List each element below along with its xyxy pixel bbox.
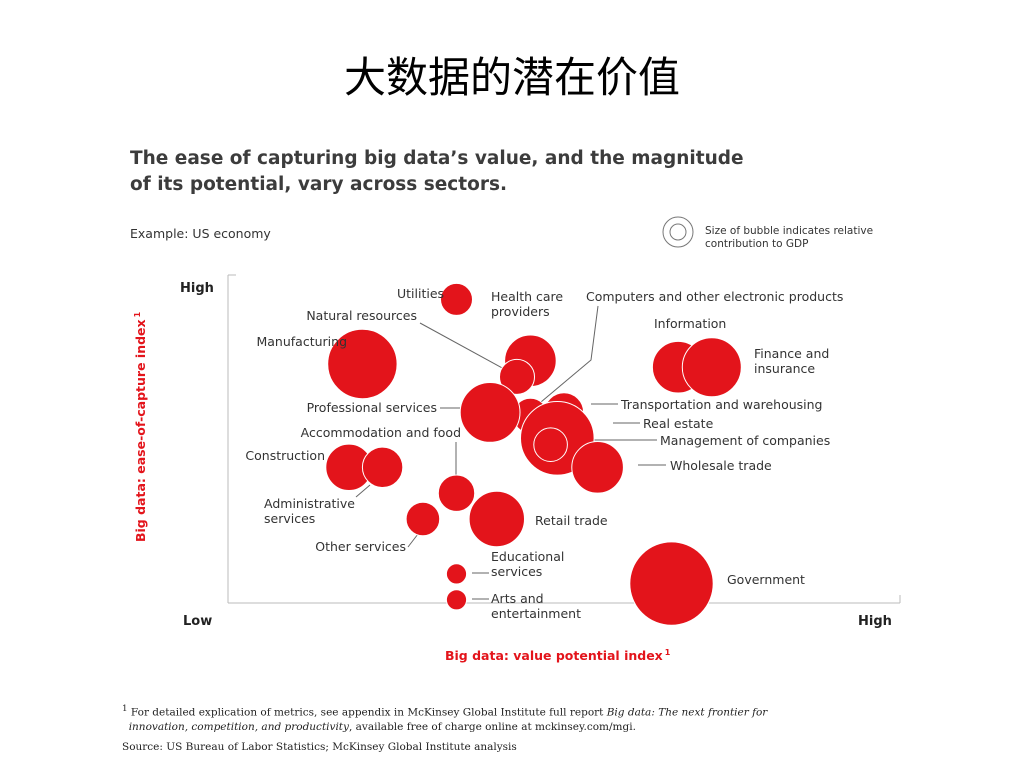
headline-line-2: of its potential, vary across sectors. [130,174,507,195]
headline-line-1: The ease of capturing big data’s value, … [130,148,744,169]
bubble-natural-resources [499,358,535,395]
bubble-finance-and-insurance [681,337,742,398]
label-other-services-19: Other services [315,539,406,554]
label-finance-and-7: Finance and [754,346,829,361]
bubbles [325,282,742,626]
label-information-6: Information [654,316,726,331]
label-transportation-and-warehousing-10: Transportation and warehousing [620,397,823,412]
label-wholesale-trade-15: Wholesale trade [670,458,772,473]
label-professional-services-9: Professional services [307,400,437,415]
label-services-17: services [264,511,315,526]
bubble-note-line-1: Size of bubble indicates relative [705,225,874,237]
bubble-administrative-services [437,474,476,512]
bubble-management-of-companies [533,427,568,463]
footnote-line-2: innovation, competition, and productivit… [128,720,636,733]
label-providers-2: providers [491,304,550,319]
bubble-accommodation-and-food [361,446,404,488]
leader-line-8 [355,484,371,498]
chart-headline: The ease of capturing big data’s value, … [130,146,744,198]
label-computers-and-other-electronic-products-4: Computers and other electronic products [586,289,843,304]
label-real-estate-11: Real estate [643,416,714,431]
label-retail-trade-18: Retail trade [535,513,608,528]
label-services-21: services [491,564,542,579]
footnote: 1 For detailed explication of metrics, s… [122,702,912,754]
source-note: Source: US Bureau of Labor Statistics; M… [122,740,517,753]
bubble-manufacturing [327,328,398,400]
bubble-retail-trade [468,490,525,548]
bubble-educational-services [445,563,468,585]
leader-lines [355,305,666,600]
bubble-professional-services [459,382,521,443]
label-administrative-16: Administrative [264,496,355,511]
example-note: Example: US economy [130,226,271,241]
bubble-arts-and-entertainment [445,589,468,611]
leader-line-1 [540,305,599,403]
bubble-note-line-2: contribution to GDP [705,238,809,250]
footnote-line-1: 1 For detailed explication of metrics, s… [122,704,768,719]
leader-line-0 [419,322,516,376]
legend-bubble-outer [662,216,694,248]
label-entertainment-24: entertainment [491,606,581,621]
label-manufacturing-5: Manufacturing [256,334,347,349]
y-axis-high-label: High [180,281,214,296]
label-educational-20: Educational [491,549,564,564]
bubble-wholesale-trade [571,441,624,494]
label-management-of-companies-13: Management of companies [660,433,830,448]
label-accommodation-and-food-12: Accommodation and food [301,425,461,440]
label-utilities-0: Utilities [397,286,444,301]
label-insurance-8: insurance [754,361,815,376]
bubble-chart: High Low High Big data: value potential … [133,216,901,663]
label-construction-14: Construction [245,448,325,463]
x-axis-title: Big data: value potential index 1 [445,648,671,663]
bubble-size-note: Size of bubble indicates relative contri… [705,225,873,251]
bubble-other-services [405,501,441,537]
slide-title: 大数据的潜在价值 [343,53,680,102]
x-axis-low-label: Low [183,614,212,629]
leader-line-9 [407,533,419,548]
y-axis-title: Big data: ease-of-capture index1 [133,311,148,542]
bubble-government [629,541,714,626]
x-axis-high-label: High [858,614,892,629]
legend-bubble-inner [669,223,687,241]
label-arts-and-23: Arts and [491,591,544,606]
label-natural-resources-3: Natural resources [306,308,417,323]
label-health-care-1: Health care [491,289,563,304]
label-government-22: Government [727,572,805,587]
bubble-utilities [440,282,473,316]
